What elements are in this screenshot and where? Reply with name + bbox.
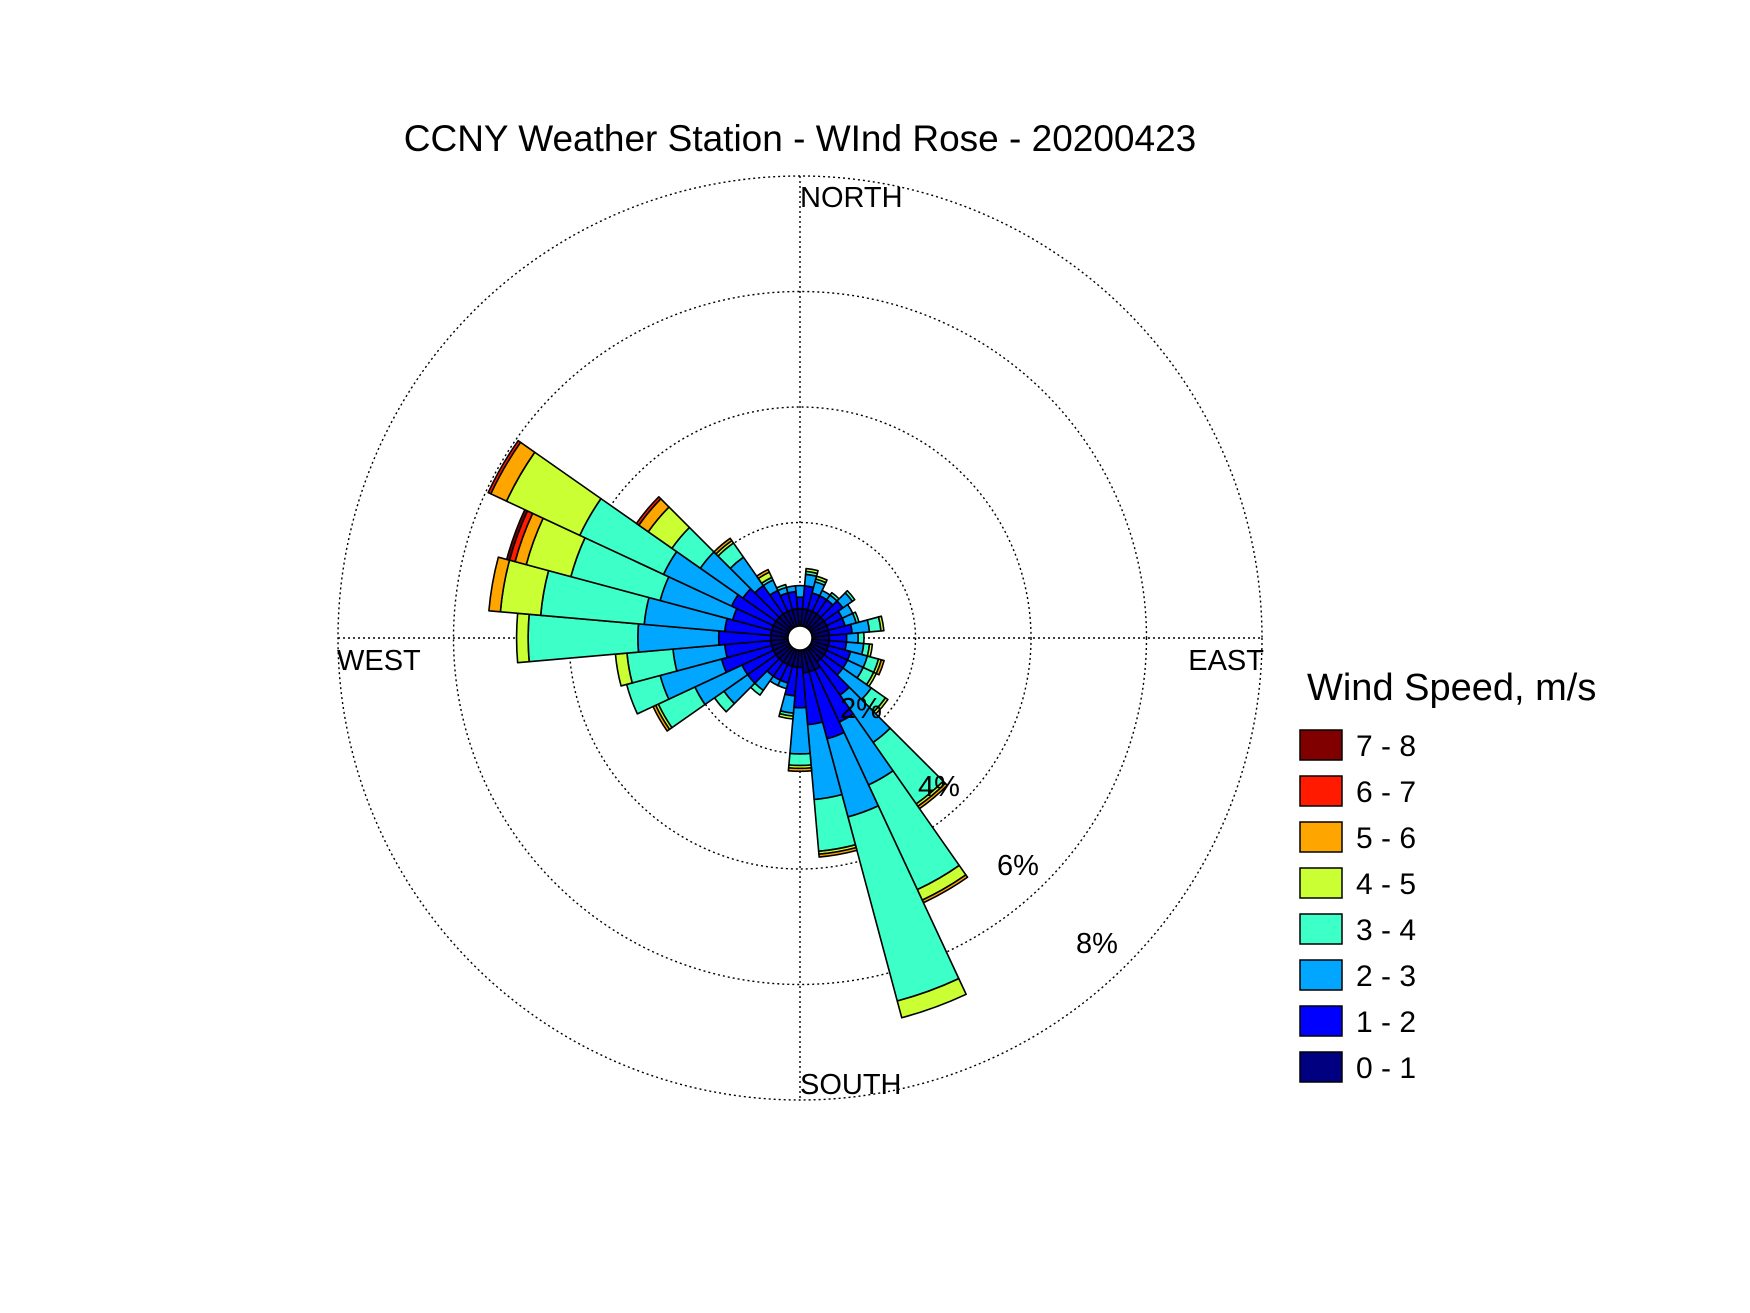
wedge-dir-180-bin-5 — [787, 767, 813, 773]
south-label: SOUTH — [800, 1069, 902, 1101]
legend-swatch-1 — [1299, 1005, 1343, 1037]
wedge-dir-80-bin-4 — [877, 615, 885, 632]
wedge-dir-330-bin-5 — [755, 568, 771, 580]
legend-label-5: 5 - 6 — [1356, 822, 1416, 855]
west-label: WEST — [337, 645, 421, 677]
wedge-dir-50-bin-3 — [844, 589, 856, 603]
legend-label-3: 3 - 4 — [1356, 914, 1416, 947]
legend-label-4: 4 - 5 — [1356, 868, 1416, 901]
legend-swatch-6 — [1299, 775, 1343, 807]
legend-label-2: 2 - 3 — [1356, 960, 1416, 993]
legend-label-0: 0 - 1 — [1356, 1052, 1416, 1085]
legend: 7 - 8 6 - 7 5 - 6 4 - 5 3 - 4 2 - 3 1 - 2 0 - 1 — [1299, 729, 1416, 1085]
grid-ring-6 — [452, 290, 1148, 986]
ring-label-6: 6% — [997, 850, 1039, 882]
ring-label-4: 4% — [918, 771, 960, 803]
ring-label-2: 2% — [840, 693, 882, 725]
wedge-dir-110-bin-5 — [875, 658, 885, 676]
wedge-dir-280-bin-5 — [488, 556, 511, 613]
wedge-dir-310-bin-6 — [635, 496, 662, 526]
east-label: EAST — [1188, 645, 1264, 677]
legend-swatch-0 — [1299, 1051, 1343, 1083]
legend-swatch-5 — [1299, 821, 1343, 853]
wedge-dir-10-bin-4 — [805, 567, 819, 575]
legend-swatch-2 — [1299, 959, 1343, 991]
legend-swatch-3 — [1299, 913, 1343, 945]
legend-label-7: 7 - 8 — [1356, 730, 1416, 763]
chart-title: CCNY Weather Station - WInd Rose - 20200… — [404, 118, 1196, 159]
north-label: NORTH — [800, 182, 903, 214]
wedge-dir-190-bin-2 — [779, 693, 796, 715]
center-hole — [787, 625, 813, 651]
legend-title: Wind Speed, m/s — [1307, 667, 1596, 709]
wedge-dir-170-bin-5 — [818, 846, 858, 858]
legend-label-1: 1 - 2 — [1356, 1006, 1416, 1039]
legend-swatch-7 — [1299, 729, 1343, 761]
wedge-dir-350-bin-2 — [785, 584, 797, 594]
wedge-dir-270-bin-4 — [515, 612, 530, 664]
legend-swatch-4 — [1299, 867, 1343, 899]
wedge-layer — [487, 439, 969, 1019]
wedge-dir-320-bin-5 — [713, 537, 733, 555]
wedge-dir-190-bin-4 — [778, 712, 794, 720]
legend-label-6: 6 - 7 — [1356, 776, 1416, 809]
ring-label-8: 8% — [1076, 928, 1118, 960]
wedge-dir-300-bin-6 — [487, 439, 522, 495]
wedge-dir-90-bin-3 — [857, 631, 865, 645]
wedge-dir-180-bin-3 — [788, 752, 812, 767]
wedge-dir-160-bin-4 — [896, 977, 967, 1019]
wedge-dir-340-bin-3 — [775, 583, 788, 592]
wedge-dir-20-bin-4 — [815, 575, 828, 584]
